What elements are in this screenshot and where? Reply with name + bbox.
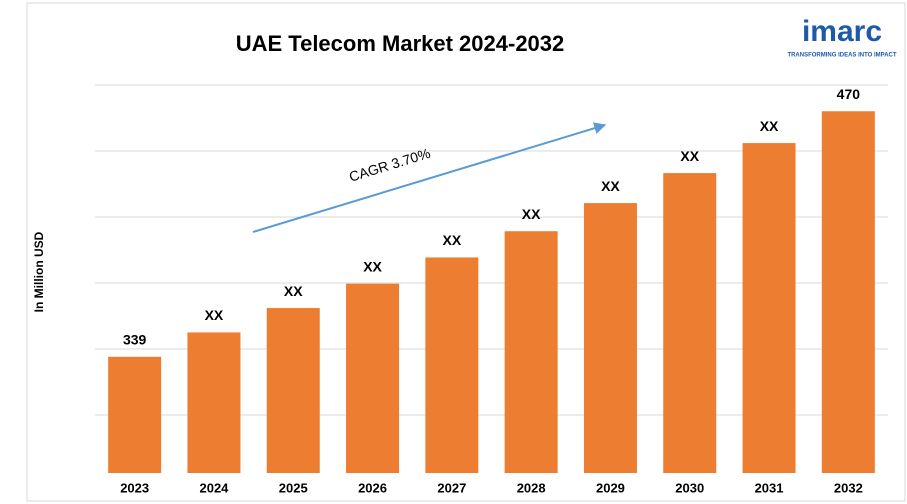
bar	[663, 173, 717, 473]
x-tick-label: 2029	[596, 480, 625, 495]
bar	[742, 143, 796, 474]
logo-tagline: TRANSFORMING IDEAS INTO IMPACT	[787, 53, 896, 59]
bar	[187, 332, 241, 473]
data-label: XX	[284, 283, 303, 299]
x-tick-label: 2028	[517, 480, 546, 495]
x-tick-label: 2023	[120, 480, 149, 495]
x-tick-label: 2024	[199, 480, 229, 495]
data-label: 470	[837, 86, 861, 102]
x-tick-label: 2026	[358, 480, 387, 495]
bar	[346, 283, 400, 473]
bar	[821, 111, 875, 473]
data-label: XX	[205, 307, 224, 323]
y-axis-label: In Million USD	[32, 231, 46, 312]
chart-title: UAE Telecom Market 2024-2032	[236, 31, 565, 56]
x-tick-label: 2030	[675, 480, 704, 495]
x-tick-label: 2025	[279, 480, 308, 495]
bar	[504, 231, 558, 473]
bar	[108, 356, 162, 473]
cagr-arrow	[252, 122, 607, 233]
data-label: 339	[123, 331, 147, 347]
bar	[583, 203, 637, 473]
x-tick-label: 2032	[834, 480, 863, 495]
x-tick-label: 2027	[437, 480, 466, 495]
data-label: XX	[443, 232, 462, 248]
bar	[266, 308, 320, 473]
data-label: XX	[601, 178, 620, 194]
data-label: XX	[522, 206, 541, 222]
data-label: XX	[363, 258, 382, 274]
bar	[425, 257, 479, 473]
chart-frame	[26, 2, 906, 502]
logo-name: imarc	[802, 15, 882, 48]
logo: imarc TRANSFORMING IDEAS INTO IMPACT	[787, 15, 896, 59]
data-label: XX	[680, 148, 699, 164]
x-tick-label: 2031	[755, 480, 784, 495]
data-label: XX	[760, 118, 779, 134]
